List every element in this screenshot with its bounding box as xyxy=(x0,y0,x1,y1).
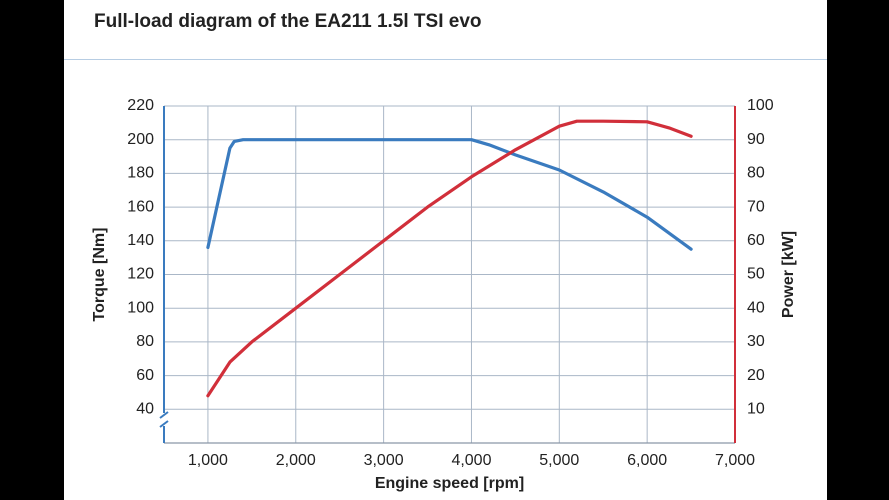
x-tick-label: 6,000 xyxy=(627,452,667,469)
y2-tick-label: 40 xyxy=(747,299,765,316)
y-tick-label: 160 xyxy=(127,198,154,215)
x-tick-label: 1,000 xyxy=(188,452,228,469)
y-tick-label: 220 xyxy=(127,97,154,114)
y2-tick-label: 30 xyxy=(747,333,765,350)
x-tick-label: 4,000 xyxy=(451,452,491,469)
y-tick-label: 180 xyxy=(127,165,154,182)
series xyxy=(206,119,693,398)
y2-tick-label: 70 xyxy=(747,198,765,215)
y-tick-label: 200 xyxy=(127,131,154,148)
x-axis-label: Engine speed [rpm] xyxy=(375,475,524,492)
y2-tick-label: 50 xyxy=(747,266,765,283)
power-line xyxy=(206,119,693,398)
title-divider xyxy=(64,59,827,60)
y-tick-label: 140 xyxy=(127,232,154,249)
chart-panel: Full-load diagram of the EA211 1.5l TSI … xyxy=(64,0,827,500)
axis-break-mark xyxy=(159,411,169,419)
y-tick-label: 100 xyxy=(127,299,154,316)
x-tick-label: 2,000 xyxy=(276,452,316,469)
y-tick-label: 120 xyxy=(127,266,154,283)
y2-tick-label: 80 xyxy=(747,165,765,182)
torque-line xyxy=(206,138,693,251)
y-axis-label-power: Power [kW] xyxy=(780,231,797,318)
y2-tick-label: 100 xyxy=(747,97,774,114)
axes xyxy=(159,106,736,444)
y2-tick-label: 10 xyxy=(747,401,765,418)
x-tick-label: 3,000 xyxy=(364,452,404,469)
y-tick-label: 60 xyxy=(136,367,154,384)
tick-labels: 40 60 80 100 120 140 160 180 200 220 10 20 30 40 50 60 7… xyxy=(127,97,774,469)
chart-title: Full-load diagram of the EA211 1.5l TSI … xyxy=(94,11,482,32)
y2-tick-label: 20 xyxy=(747,367,765,384)
y-tick-label: 80 xyxy=(136,333,154,350)
full-load-chart: 40 60 80 100 120 140 160 180 200 220 10 20 30 40 50 60 7… xyxy=(91,97,797,492)
x-tick-label: 7,000 xyxy=(715,452,755,469)
y2-tick-label: 60 xyxy=(747,232,765,249)
grid xyxy=(164,105,735,443)
axis-break-mark xyxy=(159,420,169,428)
y2-tick-label: 90 xyxy=(747,131,765,148)
y-tick-label: 40 xyxy=(136,401,154,418)
x-tick-label: 5,000 xyxy=(539,452,579,469)
y-axis-label-torque: Torque [Nm] xyxy=(91,228,108,322)
